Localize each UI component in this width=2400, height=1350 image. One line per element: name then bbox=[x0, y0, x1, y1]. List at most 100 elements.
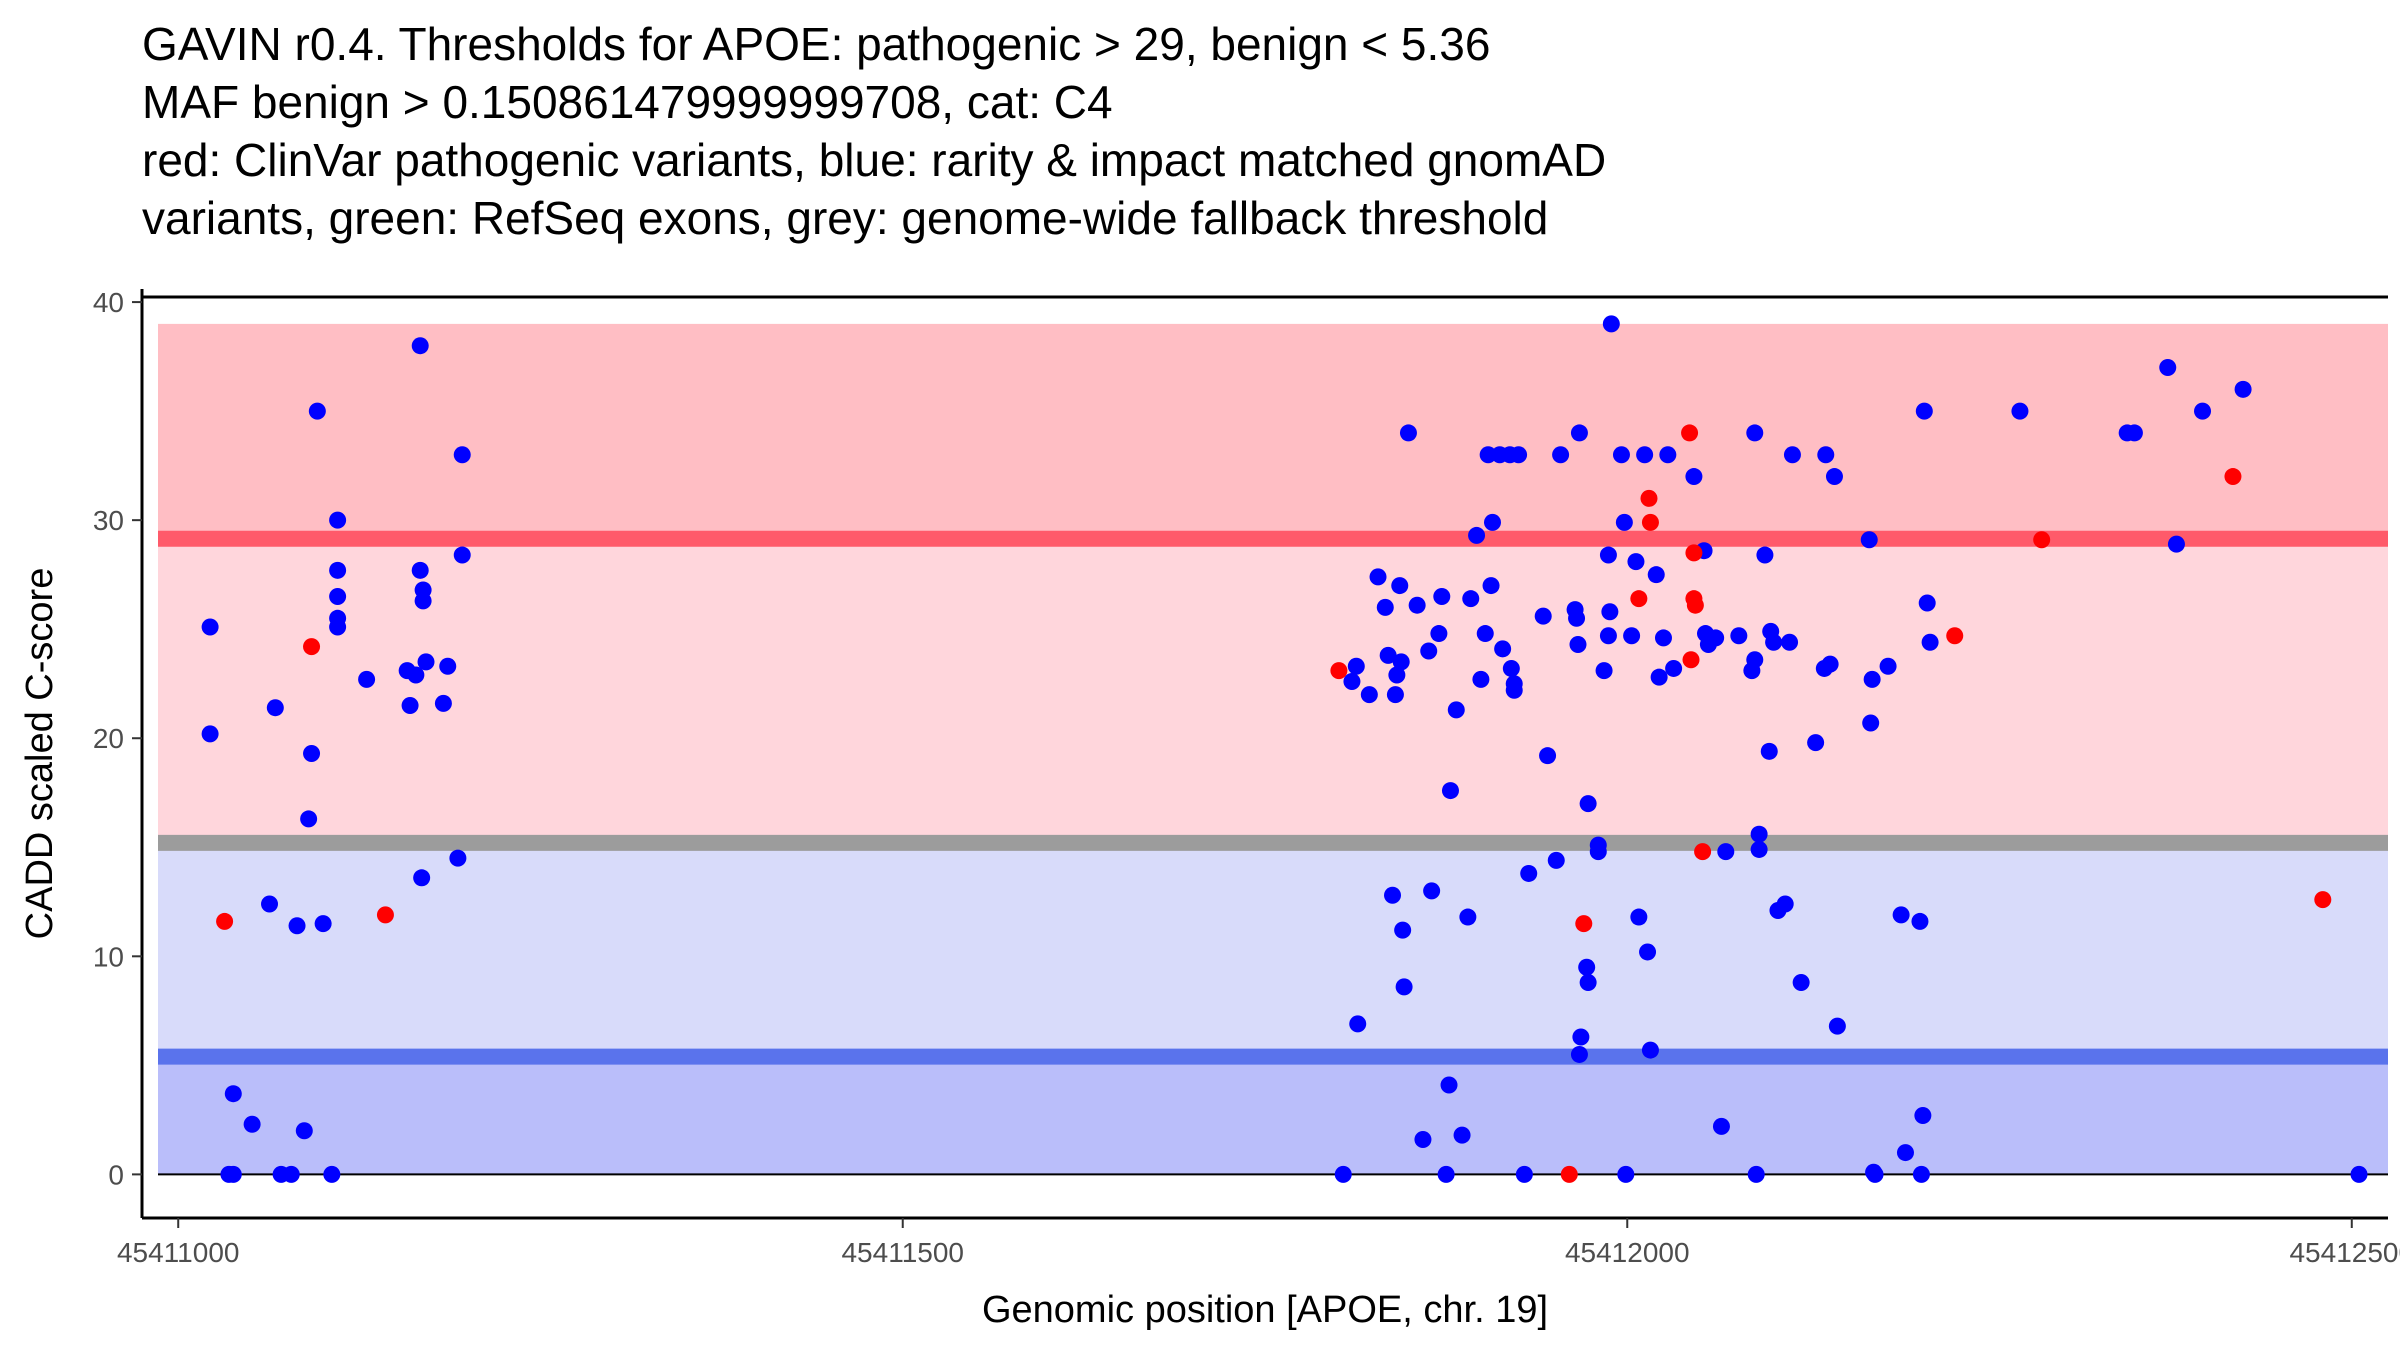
title-line-1: GAVIN r0.4. Thresholds for APOE: pathoge… bbox=[142, 18, 1490, 70]
gnomad-variant-point bbox=[1747, 1165, 1765, 1183]
clinvar-variant-point bbox=[1686, 596, 1704, 614]
benign-low-band bbox=[158, 1057, 2388, 1175]
y-tick-label: 30 bbox=[93, 505, 124, 536]
y-axis-ticks: 0 10 20 30 40 bbox=[93, 287, 142, 1190]
clinvar-variant-point bbox=[1682, 651, 1700, 669]
gnomad-variant-point bbox=[1665, 659, 1683, 677]
gnomad-variant-point bbox=[1384, 886, 1402, 904]
clinvar-variant-point bbox=[1640, 489, 1658, 507]
clinvar-variant-point bbox=[303, 638, 321, 656]
clinvar-variant-point bbox=[1630, 590, 1648, 608]
clinvar-variant-point bbox=[1946, 627, 1964, 645]
gnomad-variant-point bbox=[2125, 424, 2143, 442]
gnomad-variant-point bbox=[1615, 513, 1633, 531]
clinvar-variant-point bbox=[2314, 891, 2332, 909]
clinvar-variant-point bbox=[1575, 915, 1593, 933]
gnomad-variant-point bbox=[261, 895, 279, 913]
x-tick-label: 45411000 bbox=[117, 1237, 240, 1268]
gnomad-variant-point bbox=[300, 810, 318, 828]
gnomad-variant-point bbox=[1379, 646, 1397, 664]
gnomad-variant-point bbox=[401, 697, 419, 715]
series-clinvar bbox=[216, 424, 2332, 1183]
gnomad-variant-point bbox=[1654, 629, 1672, 647]
gnomad-variant-point bbox=[201, 725, 219, 743]
gnomad-variant-point bbox=[439, 657, 457, 675]
series-gnomad bbox=[201, 315, 2368, 1183]
y-tick-label: 10 bbox=[93, 941, 124, 972]
gnomad-variant-point bbox=[1510, 446, 1528, 464]
gnomad-variant-point bbox=[1570, 1045, 1588, 1063]
gnomad-variant-point bbox=[323, 1165, 341, 1183]
gnomad-variant-point bbox=[1534, 607, 1552, 625]
gnomad-variant-point bbox=[1627, 553, 1645, 571]
gnomad-variant-point bbox=[1783, 446, 1801, 464]
gnomad-variant-point bbox=[1568, 609, 1586, 627]
x-tick-label: 45412000 bbox=[1565, 1237, 1690, 1268]
gnomad-variant-point bbox=[1579, 795, 1597, 813]
gnomad-variant-point bbox=[1502, 659, 1520, 677]
clinvar-variant-point bbox=[1641, 513, 1659, 531]
gnomad-variant-point bbox=[417, 653, 435, 671]
clinvar-variant-point bbox=[1681, 424, 1699, 442]
gnomad-variant-point bbox=[1617, 1165, 1635, 1183]
gnomad-variant-point bbox=[2167, 535, 2185, 553]
pathogenic-high-band bbox=[158, 323, 2388, 542]
gnomad-variant-point bbox=[224, 1165, 242, 1183]
gnomad-variant-point bbox=[411, 561, 429, 579]
gnomad-variant-point bbox=[1756, 546, 1774, 564]
gnomad-variant-point bbox=[1476, 625, 1494, 643]
pathogenic-mid-band bbox=[158, 541, 2388, 843]
clinvar-variant-point bbox=[1694, 843, 1712, 861]
gnomad-variant-point bbox=[1918, 594, 1936, 612]
gnomad-variant-point bbox=[1828, 1017, 1846, 1035]
gnomad-variant-point bbox=[201, 618, 219, 636]
gnomad-variant-point bbox=[266, 699, 284, 717]
gnomad-variant-point bbox=[314, 915, 332, 933]
gnomad-variant-point bbox=[1408, 596, 1426, 614]
benign-mid-band bbox=[158, 842, 2388, 1058]
gnomad-variant-point bbox=[1599, 546, 1617, 564]
gnomad-variant-point bbox=[1388, 666, 1406, 684]
gnomad-variant-point bbox=[1647, 566, 1665, 584]
gnomad-variant-point bbox=[453, 446, 471, 464]
gnomad-variant-point bbox=[1391, 577, 1409, 595]
gnomad-variant-point bbox=[358, 670, 376, 688]
clinvar-variant-point bbox=[2224, 468, 2242, 486]
gnomad-variant-point bbox=[1862, 714, 1880, 732]
gnomad-variant-point bbox=[1792, 973, 1810, 991]
gnomad-variant-point bbox=[1630, 908, 1648, 926]
gnomad-variant-point bbox=[1349, 1015, 1367, 1033]
gnomad-variant-point bbox=[1589, 843, 1607, 861]
title-line-2: MAF benign > 0.150861479999999708, cat: … bbox=[142, 76, 1113, 128]
y-tick-label: 0 bbox=[108, 1159, 124, 1190]
title-line-3: red: ClinVar pathogenic variants, blue: … bbox=[142, 134, 1606, 186]
gnomad-variant-point bbox=[1650, 668, 1668, 686]
gnomad-variant-point bbox=[1760, 742, 1778, 760]
gnomad-variant-point bbox=[449, 849, 467, 867]
y-axis-title: CADD scaled C-score bbox=[19, 568, 61, 940]
threshold-bands bbox=[158, 323, 2388, 1175]
data-points bbox=[201, 315, 2368, 1183]
gnomad-variant-point bbox=[329, 587, 347, 605]
gnomad-variant-point bbox=[1505, 681, 1523, 699]
gnomad-variant-point bbox=[1659, 446, 1677, 464]
gnomad-variant-point bbox=[1730, 627, 1748, 645]
gnomad-variant-point bbox=[413, 869, 431, 887]
gnomad-variant-point bbox=[1817, 446, 1835, 464]
gnomad-variant-point bbox=[243, 1115, 261, 1133]
gnomad-variant-point bbox=[1520, 864, 1538, 882]
gnomad-variant-point bbox=[411, 337, 429, 355]
threshold-lines bbox=[158, 530, 2388, 1065]
gnomad-variant-point bbox=[1369, 568, 1387, 586]
gnomad-variant-point bbox=[1539, 747, 1557, 765]
clinvar-variant-point bbox=[1685, 544, 1703, 562]
gnomad-variant-point bbox=[1414, 1130, 1432, 1148]
x-axis-title: Genomic position [APOE, chr. 19] bbox=[982, 1289, 1548, 1331]
gnomad-variant-point bbox=[1914, 1107, 1932, 1125]
y-tick-label: 40 bbox=[93, 287, 124, 318]
gnomad-variant-point bbox=[1821, 655, 1839, 673]
